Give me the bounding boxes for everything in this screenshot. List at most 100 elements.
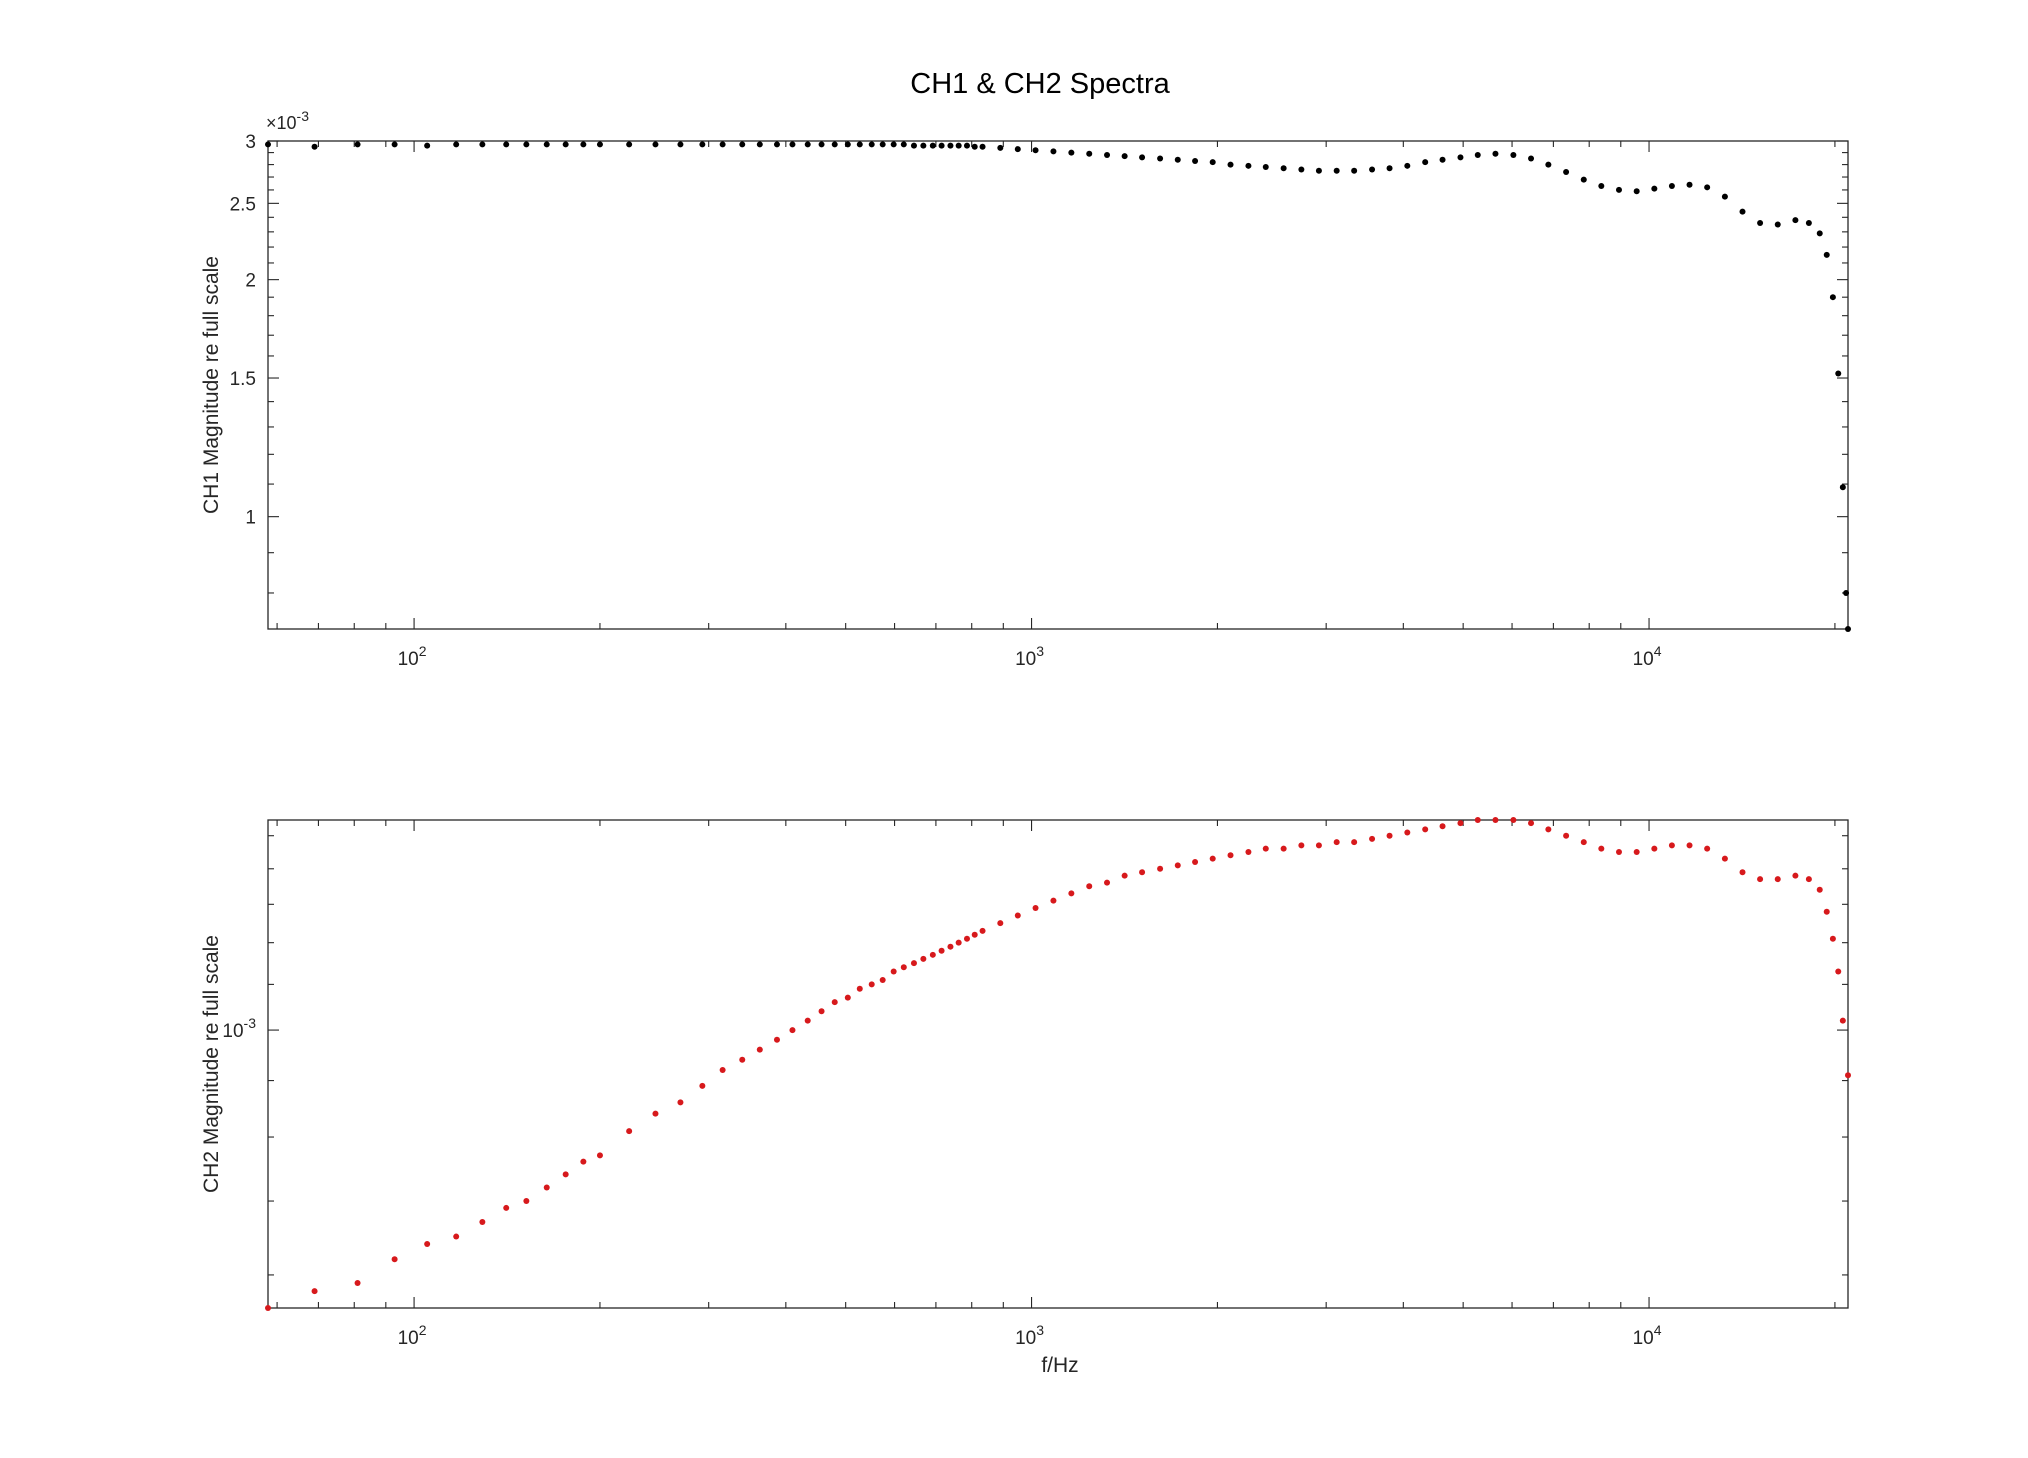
data-point	[1510, 151, 1517, 158]
data-point	[773, 1036, 780, 1043]
x-tick-exponent: 3	[1036, 643, 1044, 659]
data-point	[1545, 826, 1552, 833]
data-point	[789, 1027, 796, 1034]
data-point	[856, 985, 863, 992]
data-point	[503, 1204, 510, 1211]
data-point	[354, 1279, 361, 1286]
data-point	[1157, 865, 1164, 872]
data-point	[920, 955, 927, 962]
data-point	[391, 141, 398, 148]
data-point	[1845, 626, 1851, 632]
data-point	[626, 141, 633, 148]
x-tick-base: 10	[1015, 649, 1036, 670]
data-point	[1528, 820, 1535, 827]
data-point	[1386, 165, 1393, 172]
data-point	[1563, 832, 1570, 839]
data-point	[1651, 185, 1658, 192]
data-point	[971, 931, 978, 938]
data-point	[773, 141, 780, 148]
y-axis-label: CH2 Magnitude re full scale	[200, 935, 223, 1193]
data-point	[890, 141, 897, 148]
data-point	[1843, 589, 1850, 596]
data-point	[1245, 848, 1252, 855]
data-point	[1580, 839, 1587, 846]
data-point	[1315, 167, 1322, 174]
data-point	[311, 143, 318, 150]
data-point	[1474, 151, 1481, 158]
figure-title: CH1 & CH2 Spectra	[910, 68, 1170, 100]
data-point	[1086, 150, 1093, 157]
data-point	[562, 141, 569, 148]
data-point	[1704, 184, 1711, 191]
data-point	[1068, 149, 1075, 156]
y-exponent-base: ×10	[266, 113, 297, 133]
data-point	[1333, 167, 1340, 174]
data-point	[1633, 848, 1640, 855]
data-point	[1014, 146, 1021, 153]
data-point	[1668, 183, 1675, 190]
data-point	[997, 144, 1004, 151]
data-point	[890, 968, 897, 975]
data-point	[1209, 855, 1216, 862]
data-point	[1351, 167, 1358, 174]
data-point	[1580, 176, 1587, 183]
data-point	[804, 141, 811, 148]
data-point	[756, 1046, 763, 1053]
y-axis-label: CH1 Magnitude re full scale	[200, 256, 223, 514]
x-tick-base: 10	[1015, 1328, 1036, 1349]
data-point	[1439, 823, 1446, 830]
data-point	[879, 141, 886, 148]
data-point	[955, 142, 962, 149]
data-point	[719, 141, 726, 148]
data-point	[580, 141, 587, 148]
data-point	[971, 143, 978, 150]
y-exponent-label: ×10-3	[266, 108, 309, 133]
y-tick-label: 2.5	[230, 194, 256, 215]
data-point	[1262, 845, 1269, 852]
data-point	[910, 960, 917, 967]
x-tick-exponent: 3	[1036, 1322, 1044, 1338]
data-point	[1439, 156, 1446, 163]
data-point	[1686, 842, 1693, 849]
data-point	[1104, 151, 1111, 158]
x-tick-base: 10	[1633, 649, 1654, 670]
data-point	[1598, 845, 1605, 852]
y-tick-base: 10	[222, 1021, 243, 1042]
data-point	[1739, 869, 1746, 876]
data-point	[1615, 186, 1622, 193]
data-point	[596, 1152, 603, 1159]
data-point	[1757, 876, 1764, 883]
data-point	[1704, 845, 1711, 852]
data-point	[1721, 855, 1728, 862]
data-point	[1068, 890, 1075, 897]
data-point	[1839, 484, 1846, 491]
data-point	[929, 951, 936, 958]
x-tick-label: 104	[1633, 1322, 1662, 1349]
data-point	[1298, 842, 1305, 849]
data-point	[868, 981, 875, 988]
x-tick-label: 103	[1015, 1322, 1044, 1349]
data-point	[453, 1233, 460, 1240]
x-axis-label: f/Hz	[1041, 1354, 1078, 1377]
x-tick-label: 102	[398, 1322, 427, 1349]
data-point	[596, 141, 603, 148]
data-point	[719, 1067, 726, 1074]
data-point	[424, 142, 431, 149]
data-point	[955, 939, 962, 946]
data-point	[1404, 162, 1411, 169]
data-point	[1615, 848, 1622, 855]
data-point	[831, 141, 838, 148]
data-point	[1528, 155, 1535, 162]
data-point	[900, 141, 907, 148]
data-point	[1014, 912, 1021, 919]
data-point	[879, 977, 886, 984]
data-point	[453, 141, 460, 148]
data-point	[997, 920, 1004, 927]
data-point	[1227, 161, 1234, 168]
data-point	[1139, 869, 1146, 876]
data-point	[1457, 820, 1464, 827]
data-point	[1245, 162, 1252, 169]
data-point	[1686, 181, 1693, 188]
